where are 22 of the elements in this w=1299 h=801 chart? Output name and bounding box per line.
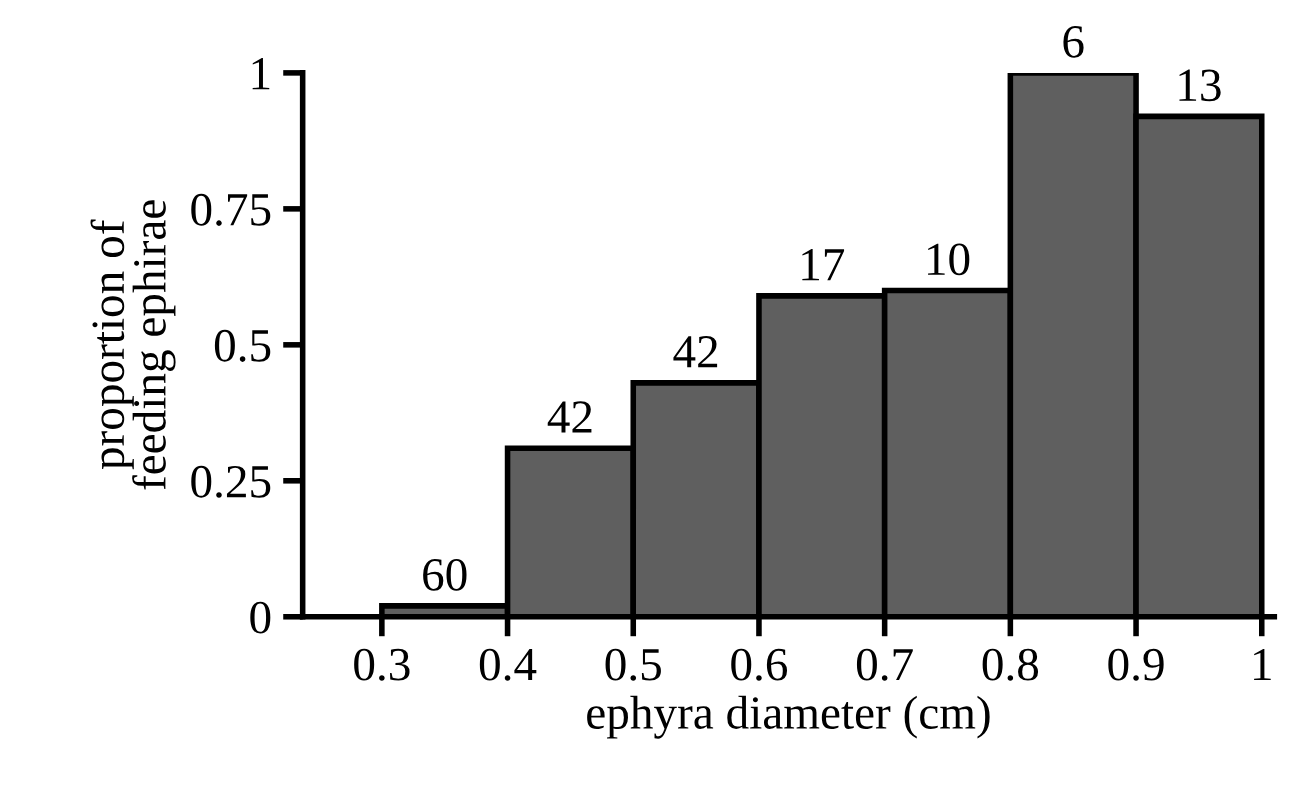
x-tick-label: 0.4 (479, 648, 537, 681)
y-tick-label: 0.75 (191, 193, 271, 226)
x-tick-label: 1 (1254, 648, 1271, 681)
x-tick-label: 0.3 (354, 648, 410, 681)
annotation: 13 (1179, 69, 1221, 102)
annotation: 42 (547, 401, 592, 433)
y-tick-label: 0.25 (191, 465, 271, 498)
y-tick-label: 1 (252, 58, 270, 90)
x-tick-label: 0.6 (731, 648, 788, 681)
x-tick-label: 0.9 (1108, 648, 1164, 681)
x-tick-label: 0.8 (982, 648, 1039, 681)
annotation: 60 (423, 558, 467, 591)
y-axis-title: proportion of feeding ephirae (90, 200, 176, 490)
annotation: 10 (928, 243, 970, 276)
annotation: 17 (802, 249, 845, 281)
x-axis-title: ephyra diameter (cm) (587, 695, 990, 739)
y-tick-label: 0 (250, 601, 271, 634)
annotation: 6 (1063, 26, 1084, 58)
x-tick-label: 0.5 (605, 648, 661, 681)
annotation: 42 (673, 336, 718, 368)
x-tick-label: 0.7 (856, 648, 913, 681)
y-tick-label: 0.5 (214, 329, 271, 362)
